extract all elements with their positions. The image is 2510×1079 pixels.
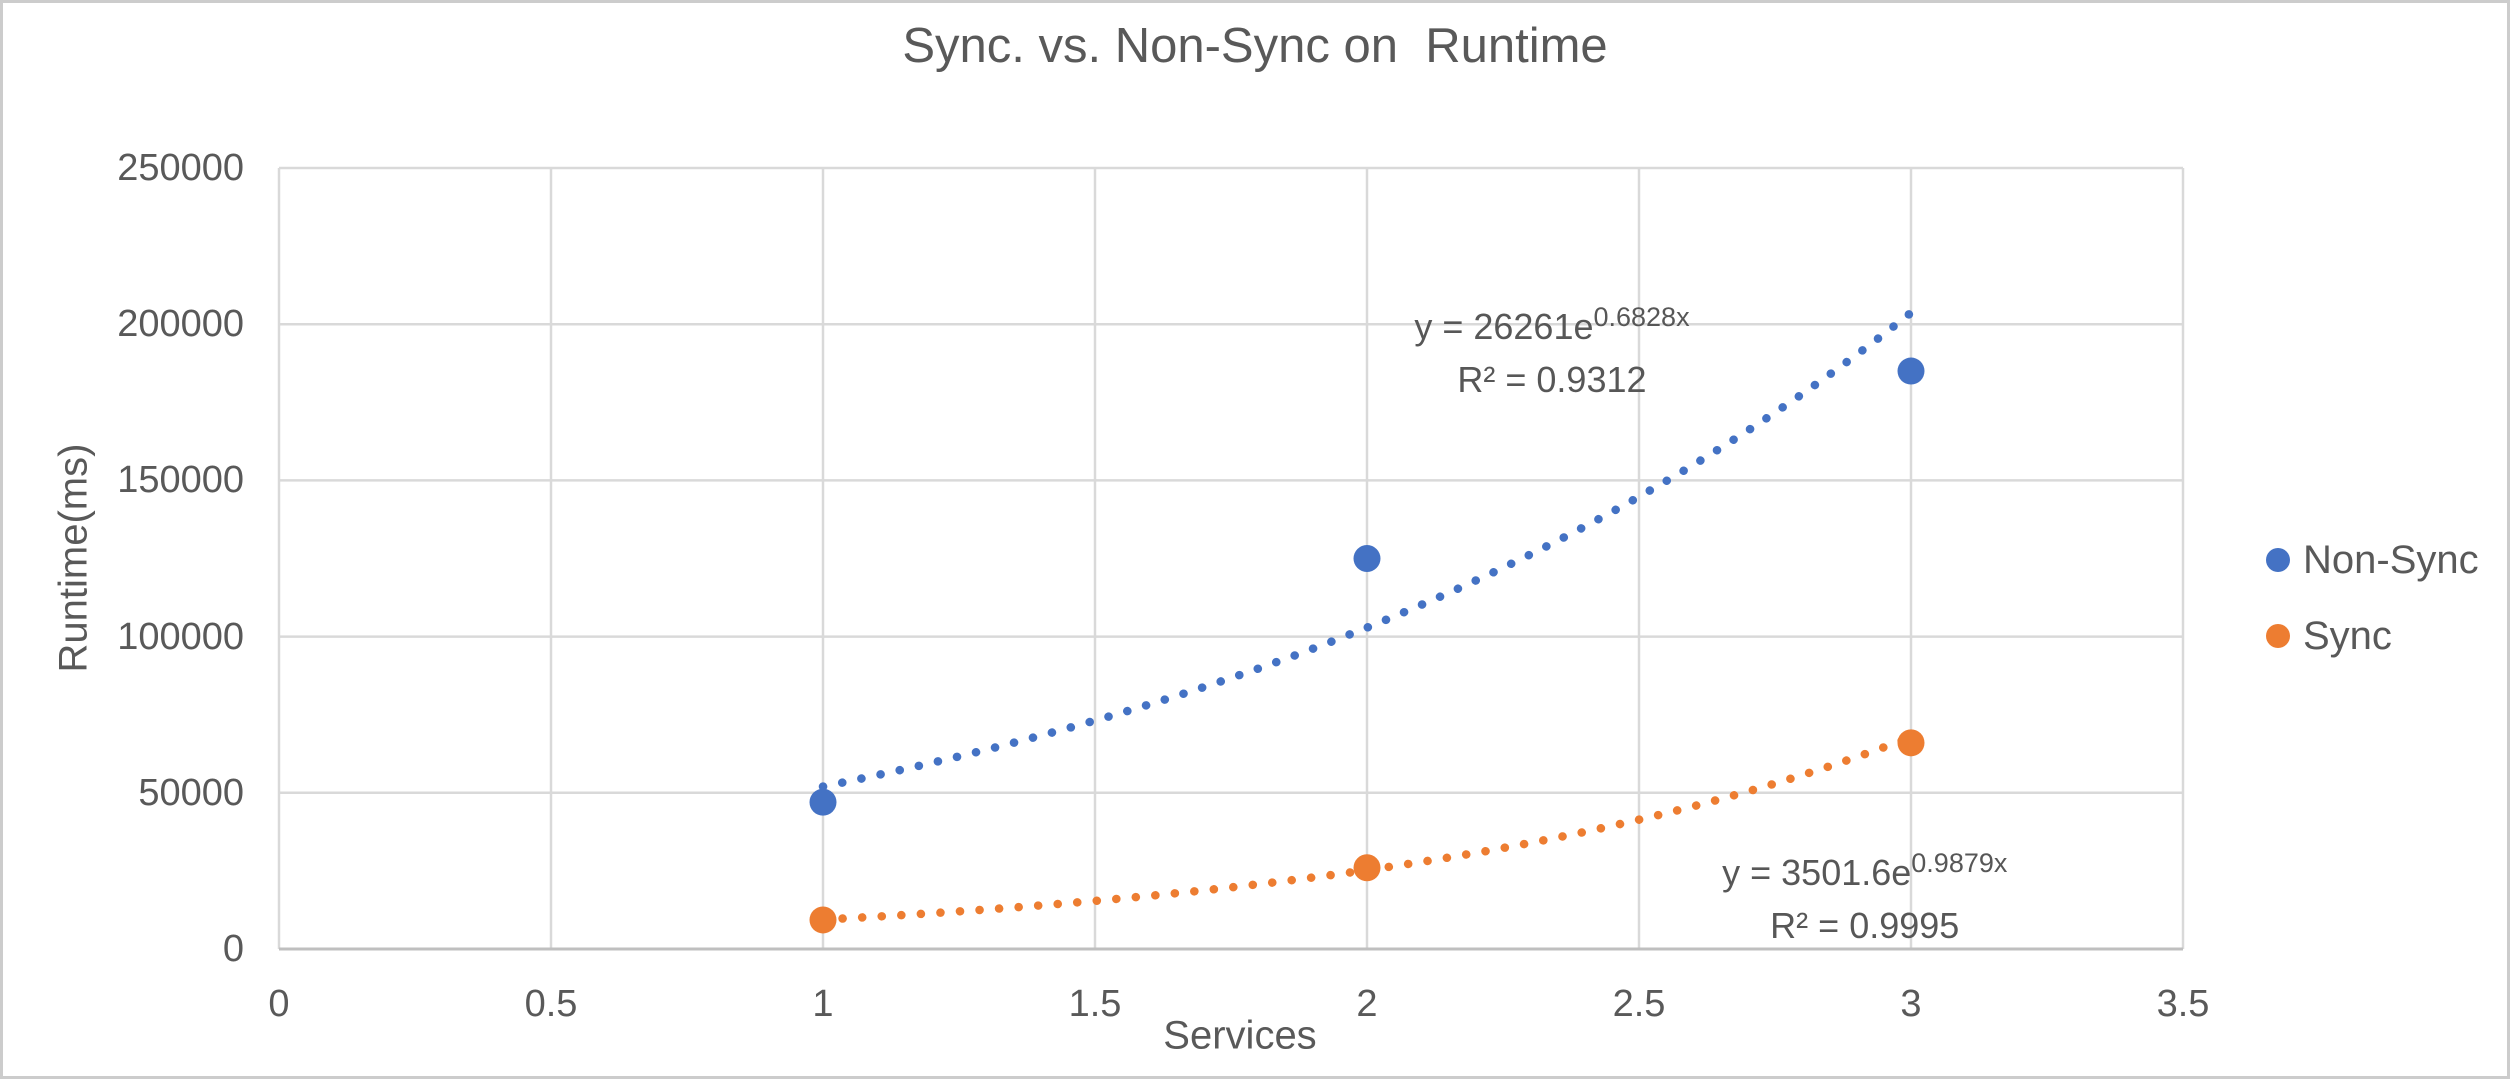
x-tick-label: 2 bbox=[1356, 983, 1378, 1025]
x-tick-label: 3 bbox=[1900, 983, 1922, 1025]
data-point-sync bbox=[1897, 729, 1925, 757]
y-tick-label: 0 bbox=[222, 928, 244, 970]
legend-label-sync: Sync bbox=[2303, 613, 2392, 658]
data-point-non-sync bbox=[1353, 545, 1381, 572]
trendline-label-sync: y = 3501.6e0.9879x R² = 0.9995 bbox=[1722, 846, 2007, 952]
legend-item-non-sync: Non-Sync bbox=[2266, 537, 2479, 583]
legend-item-sync: Sync bbox=[2266, 613, 2479, 659]
y-tick-label: 150000 bbox=[117, 459, 244, 502]
trendline-non-sync bbox=[818, 308, 1916, 791]
legend-marker-non-sync-icon bbox=[2266, 548, 2290, 572]
x-tick-label: 0 bbox=[268, 983, 290, 1025]
data-point-sync bbox=[1353, 854, 1381, 882]
x-tick-label: 3.5 bbox=[2156, 983, 2210, 1025]
trendline-label-non-sync: y = 26261e0.6828x R² = 0.9312 bbox=[1414, 300, 1689, 406]
x-tick-label: 2.5 bbox=[1612, 983, 1666, 1025]
x-tick-label: 0.5 bbox=[524, 983, 578, 1025]
trendline-equation-non-sync: y = 26261e0.6828x bbox=[1414, 300, 1689, 353]
legend: Non-Sync Sync bbox=[2266, 537, 2479, 659]
equation-exponent: 0.9879x bbox=[1911, 848, 2008, 879]
y-tick-label: 200000 bbox=[117, 303, 244, 346]
legend-label-non-sync: Non-Sync bbox=[2303, 537, 2479, 582]
trendline-equation-sync: y = 3501.6e0.9879x bbox=[1722, 846, 2007, 899]
equation-base: y = 3501.6e bbox=[1722, 852, 1912, 894]
data-point-sync bbox=[809, 906, 837, 934]
chart-title: Sync. vs. Non-Sync on Runtime bbox=[902, 19, 1608, 73]
x-tick-label: 1 bbox=[812, 983, 834, 1025]
y-tick-label: 250000 bbox=[117, 147, 244, 189]
x-tick-label: 1.5 bbox=[1068, 983, 1122, 1025]
y-tick-label: 100000 bbox=[117, 615, 244, 658]
y-tick-label: 50000 bbox=[138, 771, 244, 814]
data-point-non-sync bbox=[809, 788, 837, 816]
data-point-non-sync bbox=[1897, 357, 1925, 385]
x-axis-title: Services bbox=[1163, 1013, 1317, 1058]
trendline-r2-non-sync: R² = 0.9312 bbox=[1457, 359, 1647, 401]
equation-exponent: 0.6828x bbox=[1593, 302, 1690, 333]
trendline-r2-sync: R² = 0.9995 bbox=[1770, 905, 1960, 947]
equation-base: y = 26261e bbox=[1414, 306, 1594, 348]
legend-marker-sync-icon bbox=[2266, 624, 2290, 648]
